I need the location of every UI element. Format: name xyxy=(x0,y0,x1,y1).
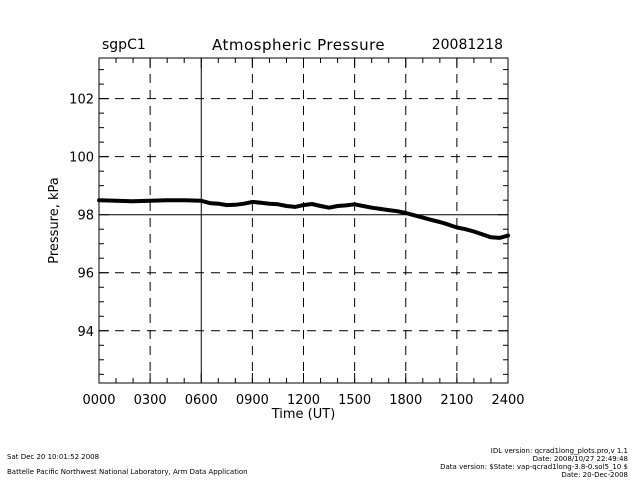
x-tick-label: 1500 xyxy=(338,393,371,408)
y-tick-label: 94 xyxy=(77,325,94,340)
y-tick-label: 102 xyxy=(69,93,94,108)
y-tick-label: 96 xyxy=(77,267,94,282)
x-tick-label: 1200 xyxy=(287,393,320,408)
x-axis-label: Time (UT) xyxy=(271,407,336,422)
footer-timestamp: Sat Dec 20 10:01:52 2008 xyxy=(7,453,100,461)
pressure-series-line xyxy=(97,198,510,240)
x-tick-label: 0300 xyxy=(134,393,167,408)
x-tick-label: 0000 xyxy=(82,393,115,408)
y-tick-label: 98 xyxy=(77,209,94,224)
site-label: sgpC1 xyxy=(102,37,146,53)
chart-title: Atmospheric Pressure xyxy=(212,36,386,54)
x-tick-label: 0600 xyxy=(185,393,218,408)
footer-data-version: Data version: $State: vap-qcrad1long-3.8… xyxy=(440,463,628,471)
footer-lab: Battelle Pacific Northwest National Labo… xyxy=(7,468,248,476)
x-tick-label: 1800 xyxy=(389,393,422,408)
x-tick-label: 2100 xyxy=(440,393,473,408)
x-tick-label: 2400 xyxy=(491,393,524,408)
x-tick-label: 0900 xyxy=(236,393,269,408)
y-axis-label: Pressure, kPa xyxy=(47,177,62,264)
date-label: 20081218 xyxy=(431,37,503,53)
footer-idl-version: IDL version: qcrad1long_plots.pro,v 1.1 xyxy=(490,447,628,455)
footer-idl-date: Date: 2008/10/27 22:49:48 xyxy=(532,455,628,463)
footer-data-date: Date: 20-Dec-2008 xyxy=(561,471,628,479)
y-tick-label: 100 xyxy=(69,151,94,166)
